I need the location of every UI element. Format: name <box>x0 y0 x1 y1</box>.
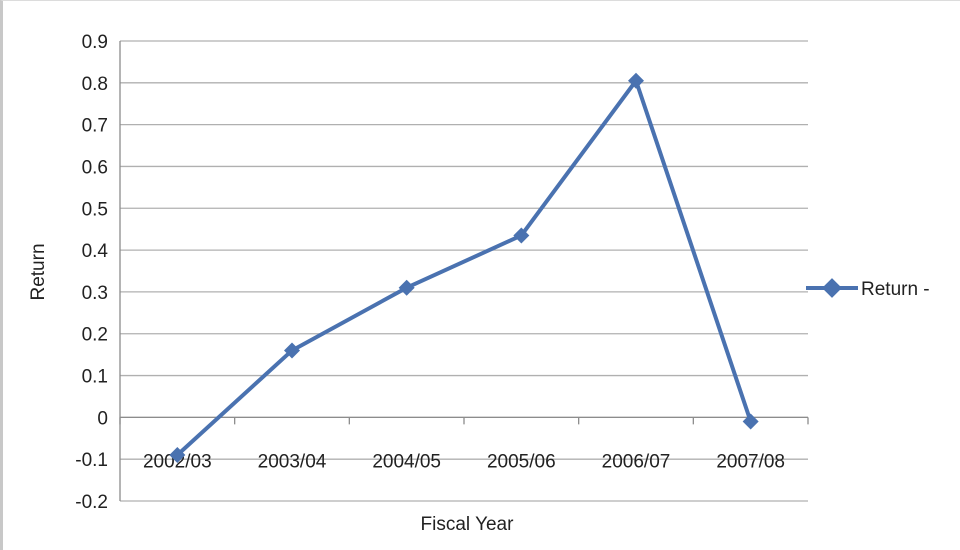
y-tick-label: 0 <box>97 408 108 429</box>
y-tick-label: 0.1 <box>82 367 108 388</box>
y-tick-label: 0.8 <box>82 74 108 95</box>
x-tick-labels: 2002/032003/042004/052005/062006/072007/… <box>143 451 785 472</box>
x-tick-label: 2005/06 <box>487 451 556 472</box>
y-axis-title: Return <box>28 243 49 300</box>
data-point-marker <box>284 342 300 359</box>
legend-label-return: Return - <box>861 279 930 300</box>
series-line-return <box>175 78 753 457</box>
series-lines <box>175 78 753 457</box>
data-point-marker <box>742 413 759 430</box>
gridlines <box>120 40 808 502</box>
y-tick-label: 0.4 <box>82 241 109 262</box>
x-axis-title: Fiscal Year <box>421 514 515 535</box>
y-tick-label: 0.6 <box>82 157 108 178</box>
x-tick-label: 2007/08 <box>716 451 785 472</box>
y-tick-label: 0.5 <box>82 199 108 220</box>
data-point-marker <box>398 279 415 296</box>
y-tick-label: -0.2 <box>75 492 108 513</box>
legend-marker-swatch <box>822 278 842 298</box>
x-tick-label: 2006/07 <box>602 451 671 472</box>
data-point-marker <box>169 447 186 463</box>
line-chart: -0.2 -0.1 0 0.1 0.2 0.3 0.4 0.5 0.6 0.7 0.8 0.9 200… <box>28 32 930 535</box>
x-tick-label: 2003/04 <box>258 451 327 472</box>
axes <box>119 41 809 501</box>
data-point-marker <box>628 72 644 89</box>
x-tick-label: 2004/05 <box>372 451 441 472</box>
y-tick-labels: -0.2 -0.1 0 0.1 0.2 0.3 0.4 0.5 0.6 0.7 0.8 0.9 <box>75 32 108 513</box>
y-tick-label: 0.3 <box>82 283 108 304</box>
series-markers <box>169 72 759 463</box>
data-point-marker <box>513 227 530 244</box>
y-tick-label: 0.9 <box>82 32 108 53</box>
y-tick-label: 0.2 <box>82 325 108 346</box>
y-tick-label: 0.7 <box>82 116 108 137</box>
legend: Return - <box>806 278 930 300</box>
y-tick-label: -0.1 <box>75 450 108 471</box>
